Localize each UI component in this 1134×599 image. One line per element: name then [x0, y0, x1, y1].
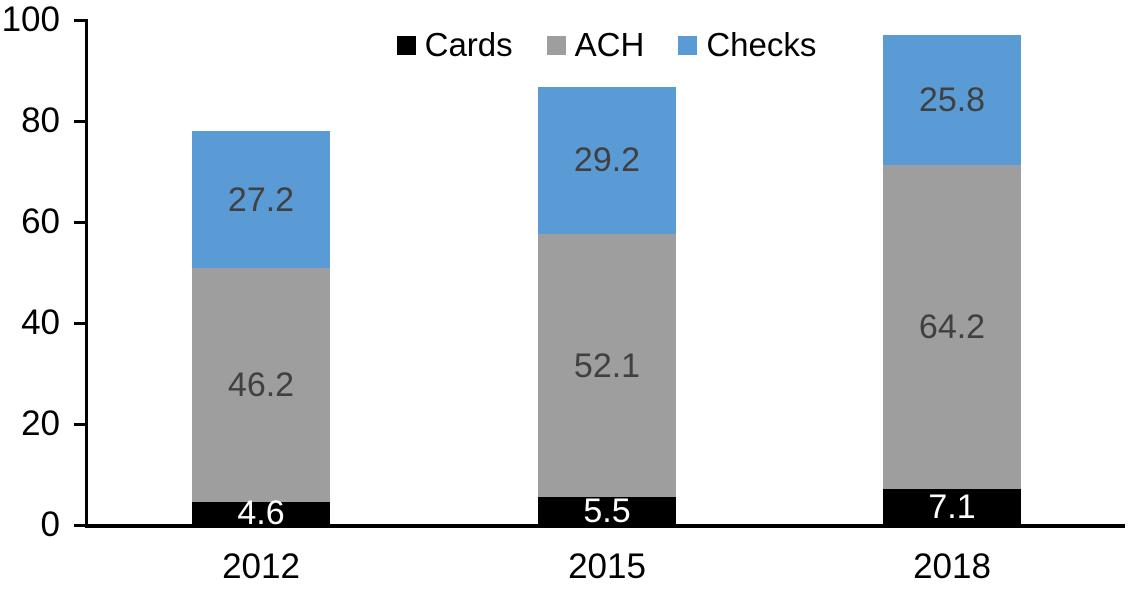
y-tick-label: 0 [40, 505, 60, 544]
bar-2018: 25.8 64.2 7.1 [883, 34, 1021, 525]
legend-item-cards: Cards [396, 26, 513, 63]
y-tick-mark [74, 322, 87, 325]
bar-segment-checks: 27.2 [192, 131, 330, 269]
legend-label: Checks [706, 26, 817, 63]
segment-value-label: 25.8 [918, 80, 986, 119]
segment-value-label: 52.1 [573, 346, 641, 385]
y-tick-mark [74, 120, 87, 123]
y-tick-mark [74, 524, 87, 527]
x-tick-label-2018: 2018 [913, 547, 991, 586]
y-tick-label: 80 [21, 101, 60, 140]
y-tick-label: 100 [1, 0, 60, 39]
y-tick-label: 20 [21, 404, 60, 443]
segment-value-label: 27.2 [227, 180, 295, 219]
y-tick-label: 40 [21, 303, 60, 342]
segment-value-label: 64.2 [918, 308, 986, 347]
chart-legend: Cards ACH Checks [88, 28, 1125, 62]
x-tick-label-2012: 2012 [222, 547, 300, 586]
legend-item-ach: ACH [546, 26, 645, 63]
segment-value-label: 5.5 [583, 492, 631, 531]
segment-value-label: 46.2 [227, 366, 295, 405]
bar-segment-cards: 7.1 [883, 489, 1021, 525]
legend-label: ACH [574, 26, 645, 63]
segment-value-label: 7.1 [928, 488, 976, 527]
y-tick-label: 60 [21, 202, 60, 241]
legend-label: Cards [424, 26, 513, 63]
bar-segment-ach: 52.1 [538, 234, 676, 498]
y-tick-mark [74, 19, 87, 22]
legend-swatch-ach-icon [546, 35, 566, 55]
bar-segment-checks: 29.2 [538, 86, 676, 235]
x-tick-label-2015: 2015 [568, 547, 646, 586]
segment-value-label: 29.2 [573, 141, 641, 180]
bar-segment-cards: 4.6 [192, 496, 330, 530]
bar-segment-ach: 46.2 [192, 268, 330, 502]
segment-value-label: 4.6 [237, 494, 285, 533]
legend-item-checks: Checks [678, 28, 816, 62]
y-tick-mark [74, 221, 87, 224]
y-tick-mark [74, 423, 87, 426]
bar-2015: 29.2 52.1 5.5 [538, 86, 676, 531]
bar-2012: 27.2 46.2 4.6 [192, 131, 330, 530]
bar-segment-cards: 5.5 [538, 492, 676, 531]
legend-swatch-cards-icon [396, 35, 416, 55]
x-axis-line [85, 524, 1125, 528]
legend-swatch-checks-icon [678, 35, 698, 55]
bar-segment-checks: 25.8 [883, 34, 1021, 165]
bar-segment-ach: 64.2 [883, 164, 1021, 490]
y-axis-line [85, 19, 88, 528]
plot-area: 27.2 46.2 4.6 29.2 52.1 5.5 25.8 64.2 7.1 [88, 20, 1125, 531]
